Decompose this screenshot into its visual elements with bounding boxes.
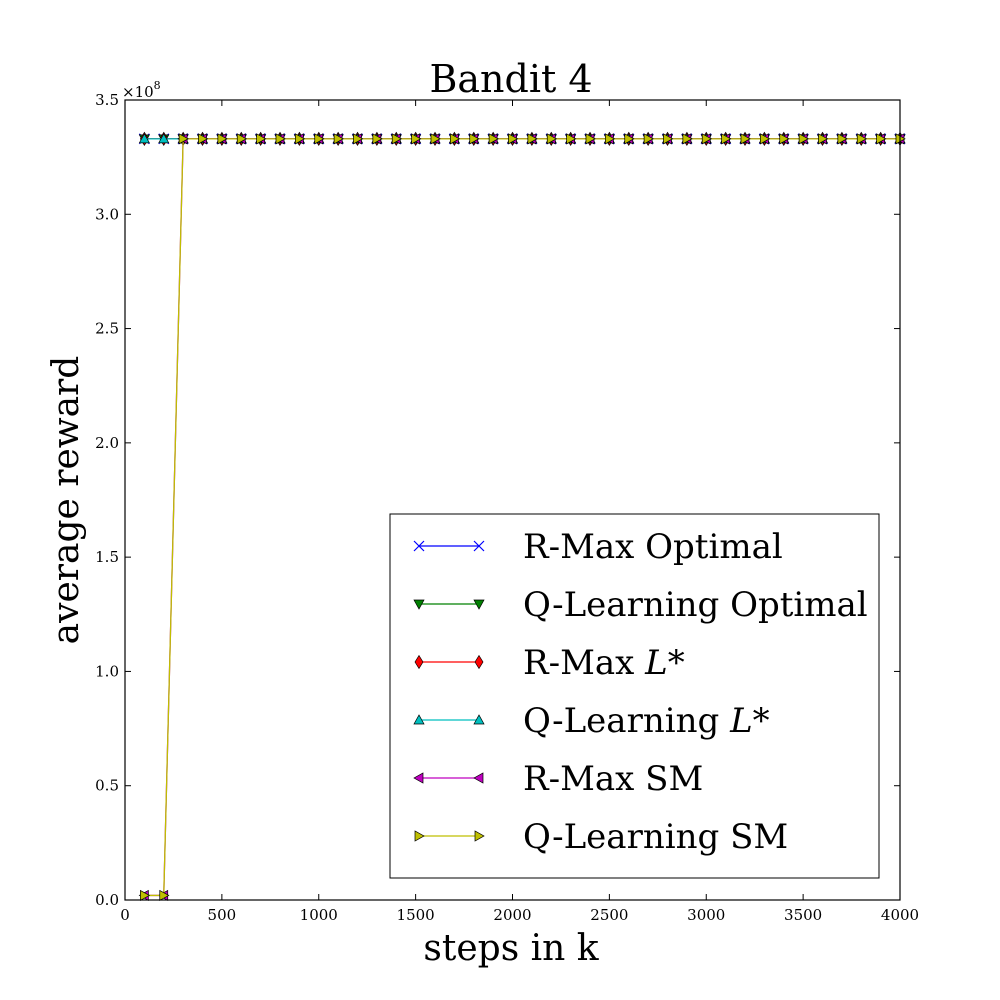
legend-marker: [413, 599, 425, 610]
x-tick-label: 1500: [397, 906, 435, 924]
y-axis-label: average reward: [46, 356, 87, 645]
data-point: [818, 133, 829, 145]
legend-marker: [413, 714, 425, 725]
data-point: [275, 133, 286, 145]
legend: R-Max Optimal Q-Learning Optimal R-Max L* Q…: [389, 513, 880, 879]
series-line: [144, 138, 900, 897]
legend-marker: [473, 540, 485, 552]
legend-label: R-Max SM: [523, 759, 703, 799]
data-point: [450, 133, 461, 145]
data-point: [314, 133, 325, 145]
data-point: [469, 133, 480, 145]
legend-marker: [473, 599, 485, 610]
data-point: [353, 133, 364, 145]
legend-marker: [414, 830, 425, 842]
data-point: [566, 133, 577, 145]
data-point: [663, 133, 674, 145]
legend-marker: [413, 540, 425, 552]
data-point: [138, 133, 150, 144]
y-tick-label: 3.0: [95, 205, 119, 223]
data-point: [585, 133, 596, 145]
x-tick-label: 3000: [687, 906, 725, 924]
x-tick-label: 4000: [881, 906, 919, 924]
legend-label: R-Max L*: [523, 643, 685, 683]
data-point: [391, 133, 402, 145]
legend-marker: [474, 654, 484, 670]
data-point: [740, 133, 751, 145]
data-point: [798, 133, 809, 145]
legend-marker: [473, 772, 484, 784]
data-point: [488, 133, 499, 145]
data-point: [333, 133, 344, 145]
y-tick-label: 2.0: [95, 434, 119, 452]
y-axis: 0.0 0.5 1.0 1.5 2.0 2.5 3.0 3.5: [95, 91, 900, 909]
plot-area: [138, 131, 906, 902]
legend-marker: [473, 714, 485, 725]
data-point: [159, 889, 170, 902]
y-tick-label: 0.5: [95, 777, 119, 795]
y-tick-label: 0.0: [95, 891, 119, 909]
y-scale-base: ×10: [122, 83, 154, 101]
data-point: [701, 133, 712, 145]
x-tick-label: 3500: [784, 906, 822, 924]
data-point: [856, 133, 867, 145]
legend-label: R-Max Optimal: [523, 527, 783, 567]
data-point: [178, 133, 189, 145]
data-point: [430, 133, 441, 145]
x-axis-label: steps in k: [423, 928, 599, 969]
legend-marker: [474, 830, 485, 842]
data-point: [372, 133, 383, 145]
data-point: [779, 133, 790, 145]
y-tick-label: 1.0: [95, 662, 119, 680]
legend-marker: [414, 654, 424, 670]
legend-label: Q-Learning SM: [523, 817, 788, 857]
x-tick-label: 500: [208, 906, 237, 924]
y-tick-label: 3.5: [95, 91, 119, 109]
x-tick-label: 0: [120, 906, 130, 924]
data-point: [837, 133, 848, 145]
data-point: [217, 133, 228, 145]
data-point: [624, 133, 635, 145]
chart-title: Bandit 4: [429, 57, 592, 101]
x-tick-label: 2500: [590, 906, 628, 924]
legend-marker: [413, 772, 424, 784]
data-point: [198, 133, 209, 145]
y-tick-label: 1.5: [95, 548, 119, 566]
data-point: [876, 133, 887, 145]
data-point: [643, 133, 654, 145]
data-point: [158, 133, 170, 144]
legend-box: [389, 513, 880, 879]
data-point: [682, 133, 693, 145]
data-point: [411, 133, 422, 145]
y-tick-label: 2.5: [95, 320, 119, 338]
x-axis: 0 500 1000 1500 2000 2500 3000 3500 4000: [120, 100, 919, 924]
series-6: [140, 133, 906, 902]
data-point: [760, 133, 771, 145]
data-point: [236, 133, 247, 145]
data-point: [295, 133, 306, 145]
y-scale-exponent: 8: [154, 79, 161, 92]
data-point: [605, 133, 616, 145]
data-point: [508, 133, 519, 145]
data-point: [721, 133, 732, 145]
legend-label: Q-Learning L*: [523, 701, 770, 741]
data-point: [546, 133, 557, 145]
data-point: [140, 889, 151, 902]
data-point: [256, 133, 267, 145]
x-tick-label: 2000: [493, 906, 531, 924]
legend-label: Q-Learning Optimal: [523, 585, 868, 625]
y-scale-factor: ×108: [122, 79, 161, 101]
x-tick-label: 1000: [300, 906, 338, 924]
data-point: [527, 133, 538, 145]
